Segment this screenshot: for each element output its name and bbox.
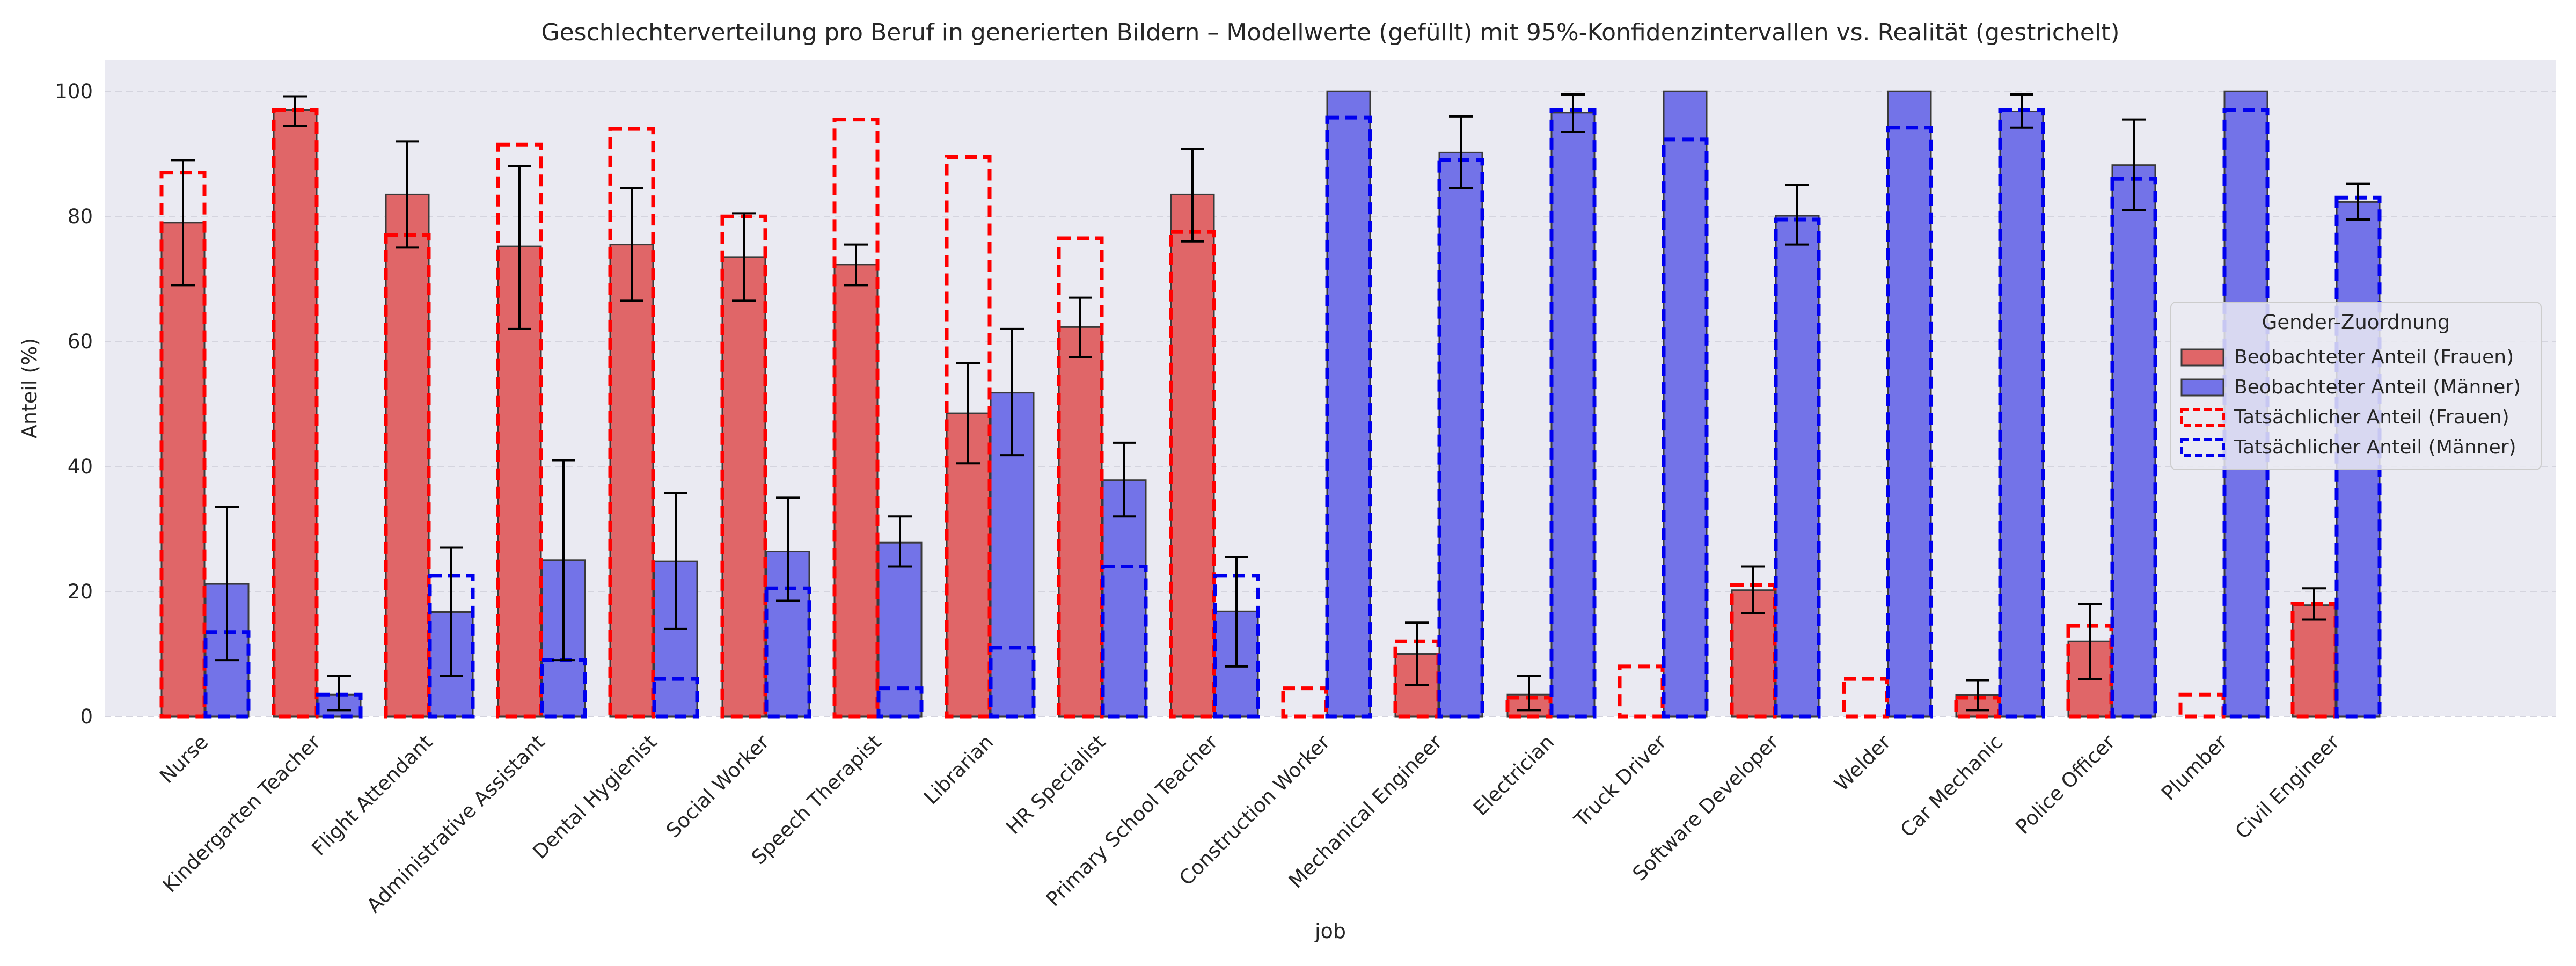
bar-observed-women <box>1170 193 1215 718</box>
bar-observed-women <box>2292 604 2337 718</box>
y-tick-label: 100 <box>55 80 93 103</box>
legend-box <box>2170 302 2542 470</box>
bar-observed-women <box>721 256 766 718</box>
y-tick-label: 40 <box>68 455 93 478</box>
bar-observed-men <box>2111 164 2156 718</box>
bar-real-women <box>2178 692 2226 719</box>
bar-real-women <box>608 127 655 719</box>
legend-swatch <box>2180 378 2224 397</box>
bar-real-men <box>1886 126 1933 719</box>
y-axis-label: Anteil (%) <box>18 338 41 438</box>
bar-real-women <box>1618 664 1665 719</box>
legend-swatch <box>2180 408 2225 427</box>
y-axis-ticks: 0 20 40 60 80 100 <box>55 80 93 728</box>
bar-real-women <box>496 142 543 719</box>
y-tick-label: 0 <box>80 705 93 728</box>
chart-title: Geschlechterverteilung pro Beruf in gene… <box>541 19 2120 46</box>
bar-observed-women <box>609 244 654 718</box>
bar-observed-men <box>1663 90 1708 718</box>
legend-entry-label: Tatsächlicher Anteil (Frauen) <box>2234 406 2509 428</box>
y-tick-label: 80 <box>68 205 93 228</box>
bar-real-women <box>832 118 880 719</box>
bar-real-men <box>652 677 699 719</box>
bar-real-women <box>1057 236 1104 719</box>
legend-items: Beobachteter Anteil (Frauen) Beobachteter… <box>2180 346 2521 458</box>
bar-observed-men <box>1438 151 1483 718</box>
bar-observed-men <box>1999 111 2044 718</box>
bar-real-men <box>1662 137 1709 719</box>
legend: Gender-Zuordnung Beobachteter Anteil (Fr… <box>2170 302 2542 470</box>
bar-real-men <box>1101 564 1148 719</box>
bar-real-men <box>876 686 924 719</box>
bar-observed-men <box>877 541 923 718</box>
legend-entry-label: Beobachteter Anteil (Frauen) <box>2234 346 2514 368</box>
y-tick-label: 60 <box>68 330 93 353</box>
x-axis-label: job <box>1314 919 1346 943</box>
bar-observed-women <box>385 193 430 718</box>
bar-real-women <box>945 155 992 719</box>
legend-title: Gender-Zuordnung <box>2262 311 2450 334</box>
legend-entry-label: Tatsächlicher Anteil (Männer) <box>2234 436 2516 458</box>
bar-observed-men <box>1887 90 1932 718</box>
legend-swatch <box>2180 348 2224 367</box>
bar-real-men <box>1325 115 1372 719</box>
bar-observed-men <box>1326 90 1371 718</box>
legend-entry-label: Beobachteter Anteil (Männer) <box>2234 376 2521 398</box>
bar-observed-women <box>273 109 318 718</box>
y-tick-label: 20 <box>68 580 93 603</box>
bar-observed-men <box>1550 112 1596 718</box>
bar-observed-women <box>1058 326 1103 718</box>
bar-observed-men <box>1775 215 1820 718</box>
bar-observed-women <box>160 222 206 718</box>
error-bars <box>171 93 2370 712</box>
bar-real-men <box>989 646 1036 719</box>
legend-swatch <box>2180 438 2225 457</box>
bar-observed-women <box>833 264 879 718</box>
